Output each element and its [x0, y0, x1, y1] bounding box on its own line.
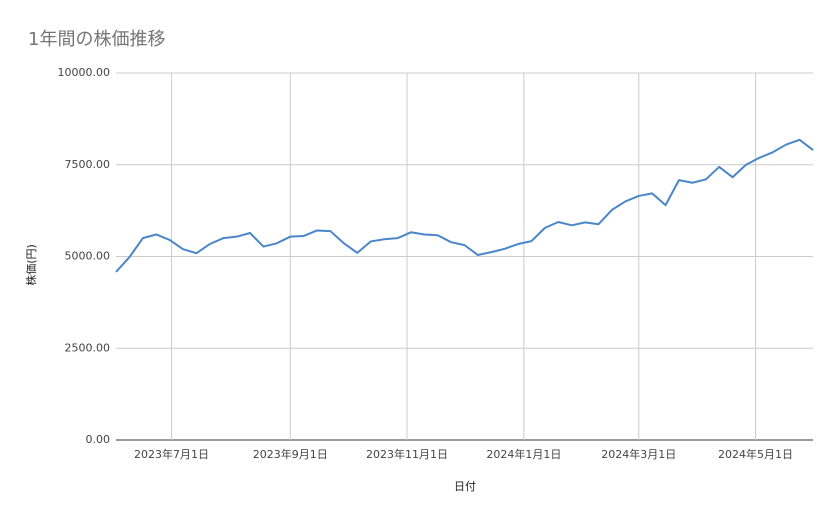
- x-tick-label: 2023年7月1日: [134, 447, 209, 461]
- line-series: [115, 138, 814, 273]
- chart-title: 1年間の株価推移: [28, 29, 165, 50]
- y-tick-label: 10000.00: [58, 66, 111, 79]
- y-tick-label: 5000.00: [65, 250, 111, 263]
- y-tick-label: 0.00: [86, 433, 111, 446]
- x-tick-label: 2024年3月1日: [601, 447, 676, 461]
- x-tick-label: 2024年1月1日: [486, 447, 561, 461]
- x-tick-label: 2024年5月1日: [718, 447, 793, 461]
- y-tick-label: 2500.00: [65, 341, 111, 354]
- y-axis-title: 株価(円): [24, 244, 38, 286]
- x-tick-label: 2023年11月1日: [366, 447, 448, 461]
- x-tick-label: 2023年9月1日: [253, 447, 328, 461]
- y-tick-label: 7500.00: [65, 158, 111, 171]
- x-axis-title: 日付: [454, 480, 476, 493]
